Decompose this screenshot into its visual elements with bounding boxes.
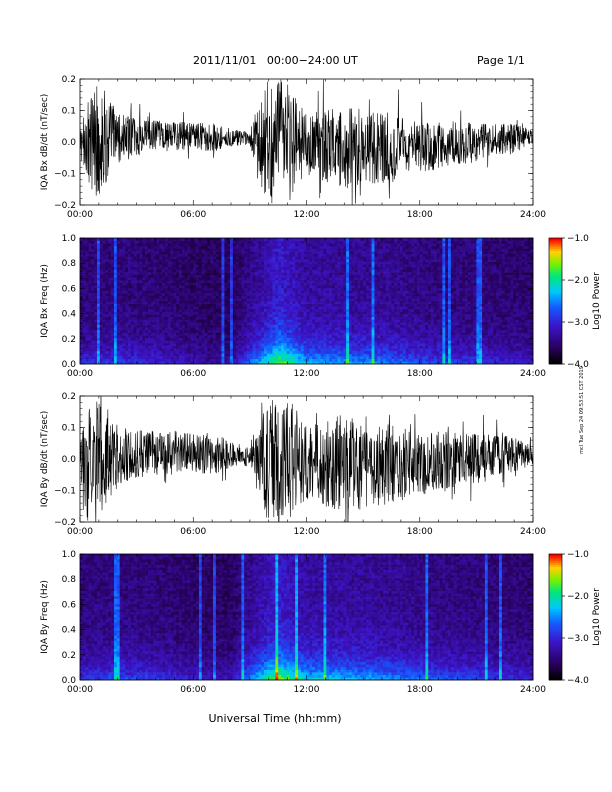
timeseries-panel: 00:00 06:00 12:00 18:00 24:00 −0.2 −0.1 0.0 0.1 0… [40, 75, 546, 220]
x-tick-label: 12:00 [294, 685, 320, 695]
x-tick-label: 24:00 [520, 210, 546, 220]
generation-note: mcl Tue Sep 24 09:53:51 CST 2019 [579, 366, 585, 454]
x-tick-label: 24:00 [520, 685, 546, 695]
colorbar-label: Log10 Power [592, 588, 602, 646]
y-axis-label: IQA By Freq (Hz) [40, 580, 50, 654]
y-tick-label: 0.4 [62, 626, 77, 636]
y-tick-label: 1.0 [62, 550, 77, 560]
colorbar-tick-label: −1.0 [567, 234, 589, 244]
y-tick-label: −0.1 [54, 487, 76, 497]
x-axis-label: Universal Time (hh:mm) [209, 712, 342, 725]
colorbar-label: Log10 Power [592, 272, 602, 330]
y-tick-label: 0.0 [62, 676, 77, 686]
y-tick-label: 0.0 [62, 138, 77, 148]
y-tick-label: 0.6 [62, 284, 77, 294]
x-tick-label: 00:00 [67, 369, 93, 379]
x-tick-label: 18:00 [407, 685, 433, 695]
y-tick-label: 0.1 [62, 424, 76, 434]
y-tick-label: −0.2 [54, 518, 76, 528]
y-axis-label: IQA By dB/dt (nT/sec) [40, 411, 50, 508]
y-tick-label: −0.2 [54, 201, 76, 211]
x-tick-label: 18:00 [407, 210, 433, 220]
x-tick-label: 12:00 [294, 527, 320, 537]
y-tick-label: 1.0 [62, 234, 77, 244]
timeseries-panel: 00:00 06:00 12:00 18:00 24:00 −0.2 −0.1 0.0 0.1 0… [40, 387, 546, 537]
y-tick-label: 0.2 [62, 335, 76, 345]
x-tick-label: 00:00 [67, 527, 93, 537]
x-tick-label: 18:00 [407, 369, 433, 379]
x-tick-label: 12:00 [294, 369, 320, 379]
colorbar-tick-label: −4.0 [567, 676, 589, 686]
y-tick-label: 0.4 [62, 310, 77, 320]
colorbar-tick-label: −1.0 [567, 550, 589, 560]
x-tick-label: 06:00 [180, 685, 206, 695]
y-tick-label: 0.0 [62, 455, 77, 465]
y-tick-label: 0.2 [62, 392, 76, 402]
x-tick-label: 06:00 [180, 210, 206, 220]
figure: 00:00 06:00 12:00 18:00 24:00 −0.2 −0.1 0.0 0.1 0… [0, 0, 612, 792]
y-axis-label: IQA Bx dB/dt (nT/sec) [40, 94, 50, 191]
dbdt-trace [80, 387, 533, 532]
colorbar-tick-label: −2.0 [567, 592, 589, 602]
spectrogram-cells [80, 238, 533, 364]
y-tick-label: 0.8 [62, 575, 77, 585]
y-tick-label: 0.2 [62, 75, 76, 85]
spectrogram-panel: −1.0 −2.0 −3.0 −4.0 Log10 Power 00:00 06:00 12:… [40, 550, 602, 695]
x-tick-label: 00:00 [67, 685, 93, 695]
x-tick-label: 06:00 [180, 527, 206, 537]
x-tick-label: 00:00 [67, 210, 93, 220]
x-tick-label: 12:00 [294, 210, 320, 220]
y-tick-label: 0.6 [62, 600, 77, 610]
x-tick-label: 18:00 [407, 527, 433, 537]
spectrogram-cells [80, 554, 533, 680]
colorbar-tick-label: −3.0 [567, 634, 589, 644]
y-tick-label: −0.1 [54, 170, 76, 180]
x-tick-label: 24:00 [520, 369, 546, 379]
dbdt-trace [80, 79, 533, 206]
plot-frame [80, 79, 533, 205]
colorbar-tick-label: −2.0 [567, 276, 589, 286]
y-tick-label: 0.8 [62, 259, 77, 269]
colorbar: −1.0 −2.0 −3.0 −4.0 Log10 Power [549, 550, 602, 686]
y-axis-label: IQA Bx Freq (Hz) [40, 264, 50, 338]
x-tick-label: 24:00 [520, 527, 546, 537]
y-tick-label: 0.1 [62, 107, 76, 117]
colorbar-tick-label: −3.0 [567, 318, 589, 328]
x-tick-label: 06:00 [180, 369, 206, 379]
y-tick-label: 0.2 [62, 651, 76, 661]
y-tick-label: 0.0 [62, 360, 77, 370]
